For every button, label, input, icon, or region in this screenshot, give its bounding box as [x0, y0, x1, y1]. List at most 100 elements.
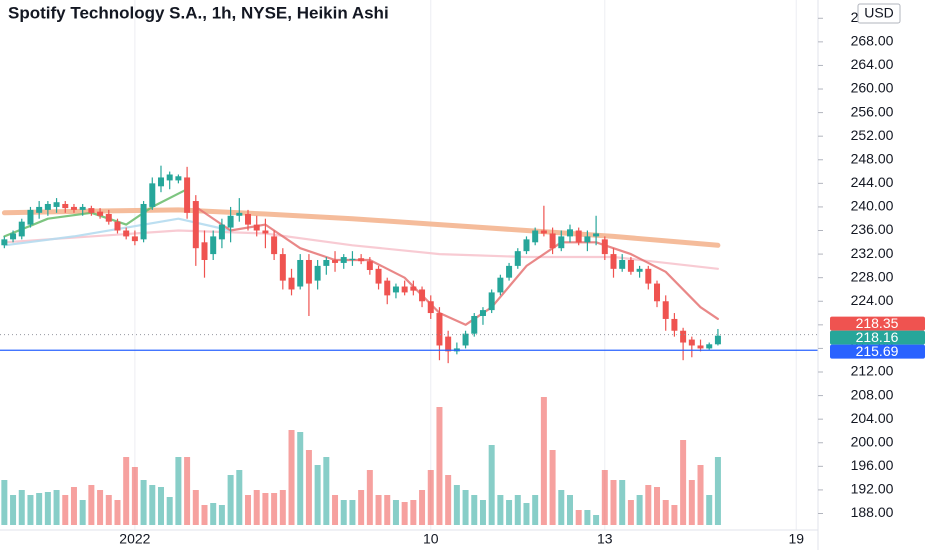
volume-bar: [523, 503, 530, 525]
y-tick-label: 264.00: [851, 56, 894, 72]
volume-bar: [662, 500, 669, 525]
candle-body: [192, 201, 199, 249]
volume-bar: [575, 510, 582, 525]
price-label-box: [830, 316, 925, 331]
candle-body: [654, 283, 661, 302]
candle-body: [410, 286, 417, 291]
volume-bar: [671, 505, 678, 525]
candle-body: [340, 257, 347, 263]
candle-body: [540, 230, 547, 234]
volume-bar: [192, 490, 199, 525]
y-tick-label: 268.00: [851, 33, 894, 49]
volume-bar: [210, 503, 217, 525]
y-tick-label: 228.00: [851, 268, 894, 284]
candle-body: [523, 239, 530, 252]
candle-body: [253, 224, 260, 231]
volume-bar: [506, 500, 513, 525]
y-tick-label: 204.00: [851, 410, 894, 426]
volume-bar: [279, 490, 286, 525]
volume-bar: [558, 490, 565, 525]
volume-bar: [157, 487, 164, 525]
y-tick-label: 260.00: [851, 80, 894, 96]
candle-body: [149, 183, 156, 207]
candle-body: [114, 221, 121, 231]
volume-bar: [619, 480, 626, 525]
volume-bar: [36, 493, 43, 525]
candle-body: [10, 233, 17, 240]
volume-bar: [627, 500, 634, 525]
candle-body: [323, 259, 330, 266]
candle-body: [314, 265, 321, 281]
candle-body: [88, 208, 95, 213]
candle-body: [488, 292, 495, 311]
candle-body: [479, 310, 486, 316]
volume-bar: [166, 497, 173, 525]
candle-body: [218, 224, 225, 240]
candle-body: [688, 339, 695, 346]
candle-body: [584, 236, 591, 243]
chart-title: Spotify Technology S.A., 1h, NYSE, Heiki…: [8, 3, 389, 22]
y-tick-label: 244.00: [851, 174, 894, 190]
candle-body: [62, 203, 69, 209]
volume-bar: [340, 500, 347, 525]
candle-body: [514, 251, 521, 266]
candle-body: [619, 259, 626, 269]
volume-bar: [375, 495, 382, 525]
volume-bar: [453, 485, 460, 525]
price-label: 215.69: [856, 343, 899, 359]
y-tick-label: 192.00: [851, 481, 894, 497]
volume-bar: [540, 397, 547, 525]
currency-box[interactable]: [857, 3, 901, 24]
y-tick-label: 208.00: [851, 386, 894, 402]
candle-body: [271, 236, 278, 255]
volume-bar: [714, 457, 721, 525]
candle-body: [349, 258, 356, 260]
volume-bar: [532, 495, 539, 525]
volume-bar: [358, 490, 365, 525]
candle-body: [566, 229, 573, 237]
candle-body: [44, 203, 51, 210]
volume-bar: [105, 495, 112, 525]
volume-bar: [27, 495, 34, 525]
moving-average: [1, 207, 721, 248]
candle-body: [123, 230, 130, 237]
volume-bar: [384, 495, 391, 525]
volume-bar: [305, 450, 312, 525]
candle-body: [558, 236, 565, 249]
candle-body: [445, 336, 452, 352]
candle-body: [53, 202, 60, 207]
candle-body: [97, 211, 104, 216]
volume-bar: [314, 465, 321, 525]
candle-body: [166, 174, 173, 181]
volume-bar: [366, 470, 373, 525]
volume-bar: [227, 475, 234, 525]
volume-bar: [549, 450, 556, 525]
volume-bar: [253, 490, 260, 525]
y-tick-label: 240.00: [851, 198, 894, 214]
candle-body: [401, 286, 408, 293]
volume-bar: [245, 495, 252, 525]
volume-bar: [184, 457, 191, 525]
price-label-box: [830, 330, 925, 345]
volume-bar: [601, 470, 608, 525]
volume-bar: [593, 515, 600, 525]
candle-body: [436, 313, 443, 346]
volume-bar: [297, 432, 304, 525]
candle-body: [70, 206, 77, 210]
candle-body: [279, 254, 286, 281]
candle-body: [462, 333, 469, 346]
volume-bar: [88, 485, 95, 525]
candle-body: [671, 318, 678, 331]
volume-bar: [410, 500, 417, 525]
candle-body: [392, 286, 399, 293]
volume-bar: [123, 457, 130, 525]
y-tick-label: 188.00: [851, 504, 894, 520]
candle-body: [1, 239, 8, 246]
moving-average: [194, 205, 719, 326]
candle-body: [366, 261, 373, 271]
candle-body: [332, 259, 339, 263]
candle-body: [245, 214, 252, 225]
volume-bar: [79, 500, 86, 525]
candle-body: [288, 277, 295, 290]
candle-body: [419, 289, 426, 302]
